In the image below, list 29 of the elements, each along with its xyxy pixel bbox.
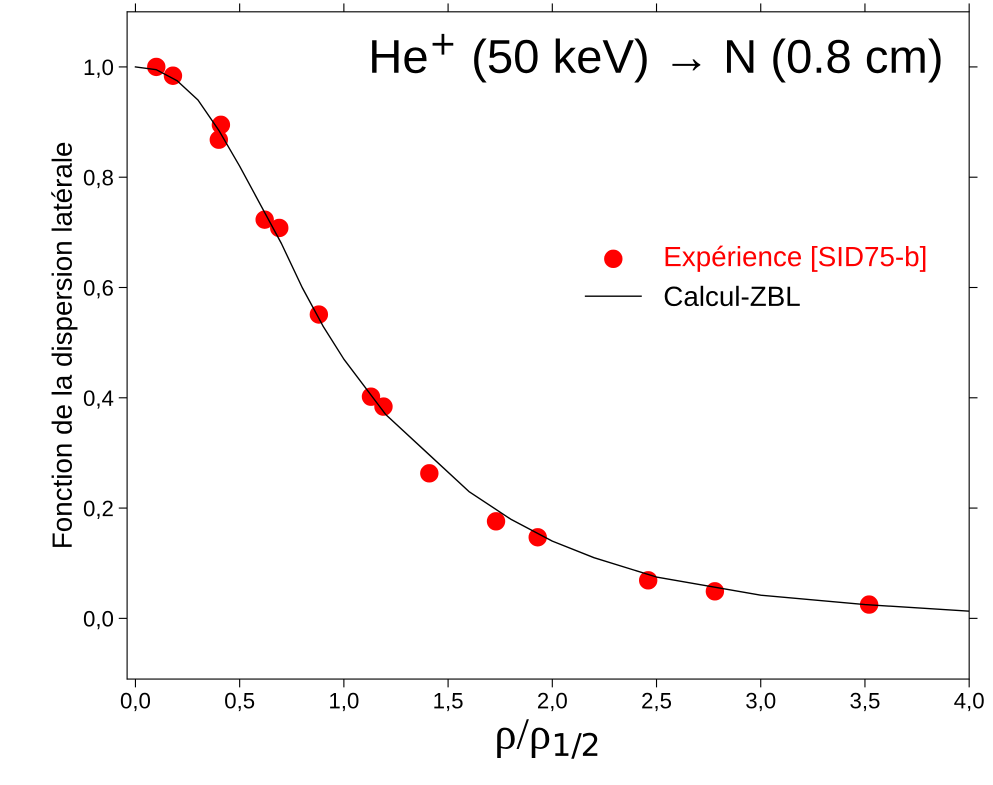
y-tick-label: 1,0 <box>84 59 114 78</box>
x-tick-label: 2,0 <box>538 692 567 712</box>
point <box>638 571 658 590</box>
y-tick-label: 0,8 <box>84 170 113 188</box>
x-tick-label: 0,0 <box>120 692 150 712</box>
x-tick-label: 3,5 <box>850 692 880 712</box>
x-tick-label: 3,0 <box>746 692 776 712</box>
x-tick-label: 0,5 <box>225 692 254 712</box>
legend-label: Calcul-ZBL <box>664 286 800 306</box>
x-tick-label: 1,5 <box>434 693 463 712</box>
point <box>270 218 288 238</box>
point <box>212 116 230 134</box>
point <box>528 528 547 547</box>
y-tick-label: 0,6 <box>84 280 113 298</box>
x-tick-label: 4,0 <box>954 692 984 712</box>
y-tick-label: 0,2 <box>84 500 113 519</box>
x-tick-label: 2,5 <box>642 692 672 712</box>
y-tick-label: 0,0 <box>84 610 114 630</box>
point <box>147 58 166 76</box>
x-axis-title: ρ/ρ$_{1/2}$ <box>497 719 598 759</box>
y-axis-title: Fonction de la dispersion latérale <box>51 142 78 547</box>
legend-label: Expérience [SID75-b] <box>666 246 926 272</box>
annotation: He$^{+}$ (50 keV) → N (0.8 cm) <box>372 34 941 83</box>
point <box>420 464 439 483</box>
x-tick-label: 1,0 <box>330 692 358 712</box>
y-tick-label: 0,4 <box>84 390 114 409</box>
point <box>164 66 182 85</box>
point <box>706 582 724 601</box>
point <box>486 512 506 531</box>
